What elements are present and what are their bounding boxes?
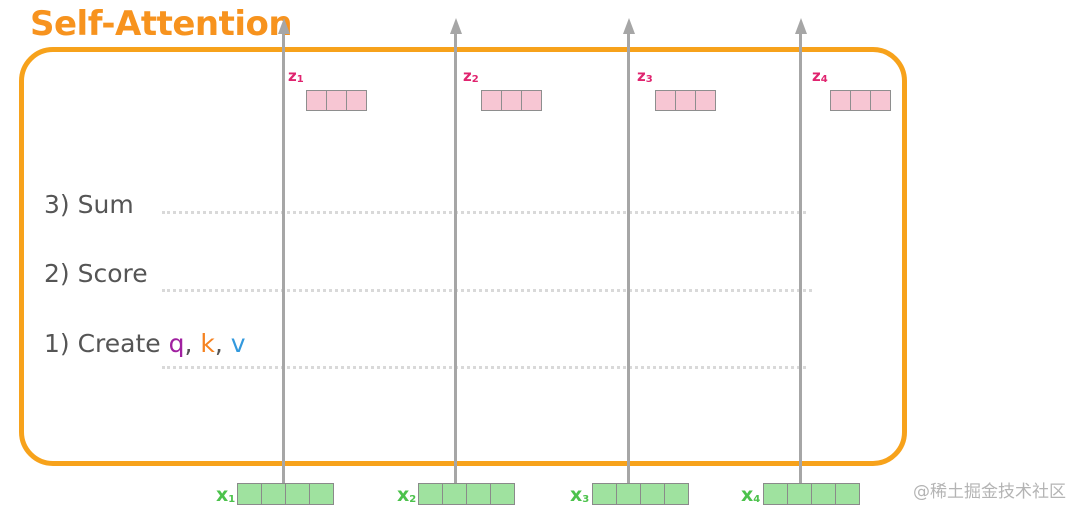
x2-label: x2 [397,484,417,506]
x3-label: x3 [570,484,590,506]
create-guide-line [162,366,806,369]
arrow-head-2 [450,18,462,34]
z1-vector [306,90,367,111]
z2-vector [481,90,542,111]
k-label: k [200,329,215,358]
x1-vector [237,483,334,505]
score-guide-line [162,289,812,292]
z4-vector [830,90,891,111]
diagram-title: Self-Attention [30,4,293,44]
v-label: v [230,329,246,358]
arrow-head-3 [623,18,635,34]
step-score-label: 2) Score [44,259,148,288]
arrow-shaft-4 [799,30,802,484]
sum-guide-line [162,211,806,214]
z3-vector [655,90,716,111]
z3-label: z3 [637,67,653,85]
arrow-head-1 [278,18,290,34]
x3-vector [592,483,689,505]
watermark-text: @稀土掘金技术社区 [913,482,1066,502]
z1-label: z1 [288,67,304,85]
arrow-shaft-3 [627,30,630,484]
self-attention-frame [19,47,907,466]
step-create-prefix: 1) Create [44,329,169,358]
comma-1: , [184,329,201,358]
arrow-shaft-1 [282,30,285,484]
x4-label: x4 [741,484,761,506]
z2-label: z2 [463,67,479,85]
step-sum-label: 3) Sum [44,190,134,219]
arrow-shaft-2 [454,30,457,484]
x1-label: x1 [216,484,236,506]
q-label: q [168,329,185,358]
comma-2: , [214,329,231,358]
z4-label: z4 [812,67,828,85]
x4-vector [763,483,860,505]
arrow-head-4 [795,18,807,34]
step-create-label: 1) Create q, k, v [44,329,246,358]
x2-vector [418,483,515,505]
